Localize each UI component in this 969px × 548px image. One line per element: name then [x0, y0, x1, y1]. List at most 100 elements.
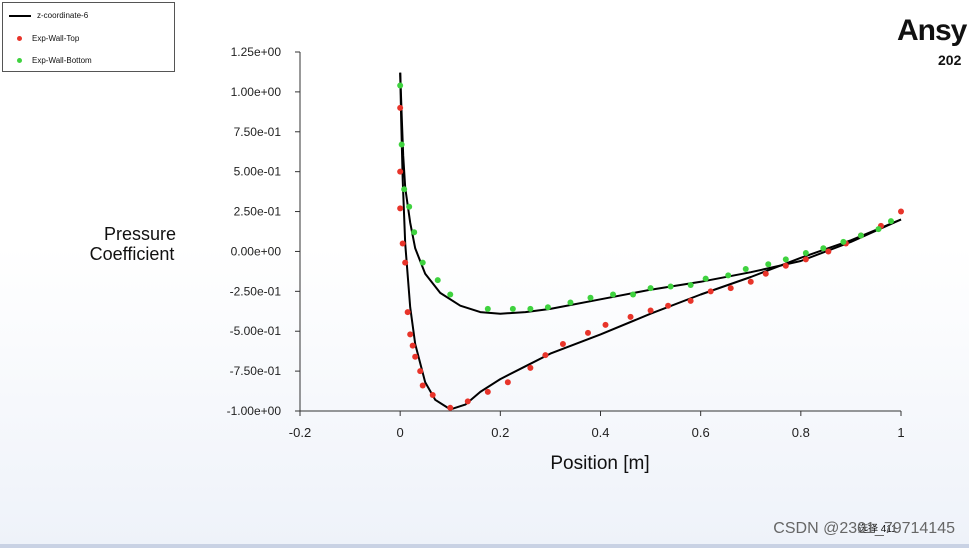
curves	[399, 72, 902, 411]
y-tick-label: 2.50e-01	[234, 205, 282, 219]
point-top	[602, 321, 609, 328]
point-bottom	[647, 285, 654, 292]
point-bottom	[544, 304, 551, 311]
point-bottom	[411, 229, 418, 236]
point-top	[404, 309, 411, 316]
point-top	[397, 104, 404, 111]
legend-item-bottom: Exp-Wall-Bottom	[9, 56, 92, 65]
point-bottom	[567, 299, 574, 306]
ansys-logo-year: 202	[938, 52, 962, 68]
point-bottom	[527, 305, 534, 312]
point-top	[419, 382, 426, 389]
point-top	[409, 342, 416, 349]
y-axis-label-line-1: Pressure	[104, 224, 176, 244]
curve-line-1	[399, 72, 902, 315]
point-bottom	[820, 245, 827, 252]
legend-item-top: Exp-Wall-Top	[9, 34, 79, 43]
overlay-tag: 选择 411	[858, 524, 897, 535]
x-tick-label: -0.2	[289, 425, 311, 440]
point-top	[407, 331, 414, 338]
y-tick-label: -7.50e-01	[230, 364, 282, 378]
point-bottom	[742, 265, 749, 272]
point-top	[584, 329, 591, 336]
point-top	[687, 297, 694, 304]
chart-legend: z-coordinate-6 Exp-Wall-Top Exp-Wall-Bot…	[2, 2, 175, 72]
ansys-logo: Ansy	[897, 14, 967, 47]
point-top	[484, 388, 491, 395]
point-top	[747, 278, 754, 285]
data-points	[397, 82, 904, 411]
x-tick-label: 1	[897, 425, 904, 440]
point-top	[647, 307, 654, 314]
x-tick-label: 0.6	[692, 425, 710, 440]
y-tick-label: -1.00e+00	[227, 404, 282, 418]
y-tick-label: 0.00e+00	[231, 244, 282, 258]
y-axis-label-line-2: Coefficient	[90, 244, 175, 264]
point-top	[412, 353, 419, 360]
point-top	[402, 259, 409, 266]
x-ticks: -0.2 0 0.2 0.4 0.6 0.8 1	[289, 411, 905, 440]
point-bottom	[857, 232, 864, 239]
point-top	[542, 352, 549, 359]
y-tick-label: -2.50e-01	[230, 284, 282, 298]
legend-line-label: z-coordinate-6	[37, 11, 89, 20]
point-bottom	[397, 82, 404, 89]
point-top	[627, 313, 634, 320]
point-bottom	[725, 272, 732, 279]
point-bottom	[782, 256, 789, 263]
point-bottom	[887, 218, 894, 225]
point-bottom	[765, 261, 772, 268]
point-bottom	[447, 291, 454, 298]
point-bottom	[802, 250, 809, 257]
y-tick-label: 1.25e+00	[231, 45, 282, 59]
point-top	[665, 302, 672, 309]
point-bottom	[840, 238, 847, 245]
point-top	[397, 168, 404, 175]
legend-top-dot	[17, 36, 22, 41]
point-bottom	[484, 305, 491, 312]
x-axis-label: Position [m]	[550, 453, 649, 474]
point-bottom	[630, 291, 637, 298]
x-tick-label: 0	[397, 425, 404, 440]
y-tick-label: 1.00e+00	[231, 85, 282, 99]
point-bottom	[667, 283, 674, 290]
legend-item-line: z-coordinate-6	[9, 11, 88, 20]
point-top	[762, 270, 769, 277]
point-top	[727, 285, 734, 292]
y-ticks: 1.25e+00 1.00e+00 7.50e-01 5.00e-01 2.50e-01…	[227, 45, 300, 418]
axes	[299, 52, 901, 412]
y-tick-label: 5.00e-01	[234, 165, 282, 179]
point-bottom	[610, 291, 617, 298]
point-bottom	[875, 226, 882, 233]
legend-bottom-dot	[17, 58, 22, 63]
x-tick-label: 0.4	[591, 425, 609, 440]
legend-bottom-label: Exp-Wall-Bottom	[32, 56, 92, 65]
curve-line-0	[399, 72, 902, 411]
point-bottom	[406, 203, 413, 210]
point-top	[417, 368, 424, 375]
y-tick-label: -5.00e-01	[230, 324, 282, 338]
csdn-watermark: CSDN @2301_79714145	[773, 520, 955, 537]
point-top	[782, 262, 789, 269]
point-top	[504, 379, 511, 386]
y-tick-label: 7.50e-01	[234, 125, 282, 139]
point-bottom	[509, 305, 516, 312]
point-top	[825, 248, 832, 255]
point-top	[447, 404, 454, 411]
point-top	[527, 364, 534, 371]
point-bottom	[702, 275, 709, 282]
point-top	[898, 208, 904, 215]
point-bottom	[398, 141, 405, 148]
point-bottom	[401, 186, 408, 193]
bottom-bar	[0, 544, 969, 548]
legend-line-swatch	[9, 14, 31, 17]
point-bottom	[587, 294, 594, 301]
point-top	[399, 240, 406, 247]
point-top	[397, 205, 404, 212]
point-top	[559, 340, 566, 347]
x-tick-label: 0.8	[792, 425, 810, 440]
point-top	[429, 392, 436, 399]
point-top	[464, 398, 471, 405]
point-top	[707, 288, 714, 295]
